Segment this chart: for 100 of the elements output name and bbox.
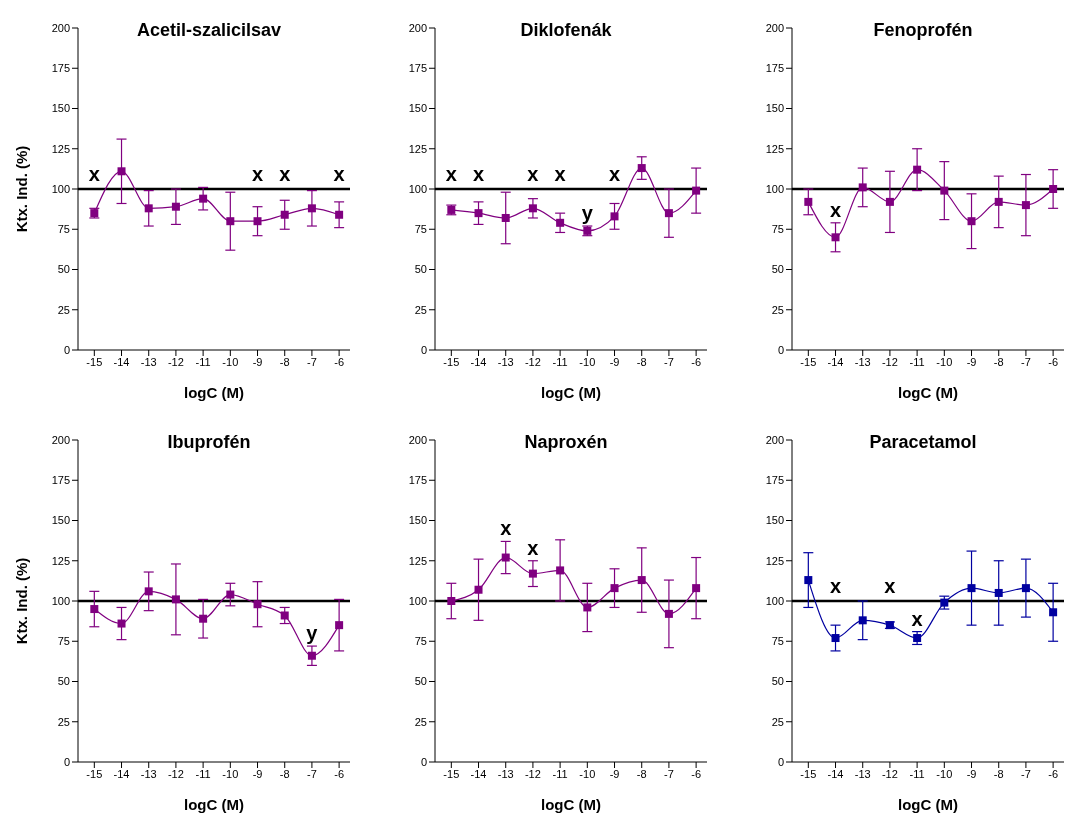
point	[199, 614, 208, 623]
point	[528, 204, 537, 213]
x-tick-label: -14	[113, 767, 130, 780]
x-tick-label: -14	[470, 767, 487, 780]
point	[1021, 201, 1030, 210]
data-label: x	[884, 575, 896, 597]
y-tick-label: 75	[414, 223, 427, 236]
x-tick-label: -7	[1021, 355, 1031, 368]
chart-title: Ibuprofén	[167, 432, 251, 452]
point	[804, 197, 813, 206]
point	[226, 590, 235, 599]
point	[199, 194, 208, 203]
point	[583, 603, 592, 612]
x-tick-label: -10	[222, 767, 239, 780]
x-axis-title: logC (M)	[541, 384, 601, 401]
point	[858, 616, 867, 625]
point	[913, 634, 922, 643]
x-tick-label: -9	[966, 355, 977, 368]
point	[692, 186, 701, 195]
x-tick-label: -10	[579, 355, 596, 368]
point	[556, 218, 565, 227]
x-tick-label: -7	[307, 355, 317, 368]
data-label: x	[88, 163, 100, 185]
y-tick-label: 50	[771, 263, 784, 276]
y-axis-title: Ktx. Ind. (%)	[13, 145, 31, 233]
x-tick-label: -13	[140, 767, 157, 780]
point	[501, 553, 510, 562]
x-tick-label: -12	[167, 355, 184, 368]
point	[253, 217, 262, 226]
point	[967, 584, 976, 593]
data-label: x	[279, 163, 291, 185]
point	[90, 605, 99, 614]
x-tick-label: -8	[636, 767, 647, 780]
y-tick-label: 100	[408, 182, 427, 195]
y-tick-label: 0	[777, 755, 784, 768]
x-tick-label: -9	[252, 355, 263, 368]
point	[280, 210, 289, 219]
y-tick-label: 175	[408, 62, 427, 75]
data-label: y	[581, 202, 594, 225]
y-tick-label: 50	[771, 675, 784, 688]
y-tick-label: 200	[765, 433, 784, 446]
point	[144, 204, 153, 213]
x-axis-title: logC (M)	[184, 384, 244, 401]
point	[253, 600, 262, 609]
x-axis-title: logC (M)	[898, 796, 958, 813]
x-tick-label: -6	[1048, 767, 1059, 780]
x-tick-label: -8	[279, 767, 290, 780]
y-tick-label: 25	[57, 303, 70, 316]
point	[117, 167, 126, 176]
y-tick-label: 150	[408, 102, 427, 115]
y-tick-label: 200	[51, 433, 70, 446]
x-tick-label: -12	[881, 355, 898, 368]
x-tick-label: -12	[524, 767, 541, 780]
x-tick-label: -15	[86, 767, 103, 780]
point	[994, 588, 1003, 597]
point	[117, 619, 126, 628]
point	[144, 587, 153, 596]
point	[610, 584, 619, 593]
point	[664, 609, 673, 618]
x-tick-label: -11	[909, 355, 925, 368]
y-tick-label: 25	[414, 715, 427, 728]
x-tick-label: -9	[609, 767, 620, 780]
x-tick-label: -11	[552, 355, 568, 368]
x-tick-label: -6	[334, 355, 345, 368]
x-tick-label: -12	[167, 767, 184, 780]
y-tick-label: 175	[51, 474, 70, 487]
data-label: x	[829, 198, 842, 221]
y-tick-label: 200	[51, 21, 70, 34]
y-tick-label: 200	[408, 21, 427, 34]
x-tick-label: -14	[470, 355, 487, 368]
y-tick-label: 150	[51, 102, 70, 115]
point	[858, 183, 867, 192]
x-tick-label: -15	[800, 767, 817, 780]
point	[335, 210, 344, 219]
x-tick-label: -10	[936, 767, 953, 780]
x-tick-label: -6	[691, 355, 702, 368]
chart-title: Paracetamol	[869, 432, 977, 452]
x-tick-label: -14	[827, 355, 844, 368]
x-tick-label: -8	[993, 355, 1004, 368]
y-tick-label: 150	[408, 514, 427, 527]
y-tick-label: 150	[765, 514, 784, 527]
point	[940, 186, 949, 195]
y-tick-label: 0	[777, 343, 784, 356]
x-tick-label: -6	[334, 767, 345, 780]
y-tick-label: 25	[414, 303, 427, 316]
y-tick-label: 125	[765, 554, 784, 567]
x-tick-label: -6	[691, 767, 702, 780]
point	[335, 621, 344, 630]
y-tick-label: 125	[408, 554, 427, 567]
y-tick-label: 175	[765, 474, 784, 487]
data-label: x	[333, 163, 345, 185]
y-tick-label: 0	[63, 755, 70, 768]
y-tick-label: 50	[57, 263, 70, 276]
point	[474, 585, 483, 594]
y-tick-label: 75	[57, 635, 70, 648]
x-tick-label: -9	[609, 355, 620, 368]
y-tick-label: 50	[57, 675, 70, 688]
chart-title: Naproxén	[524, 432, 608, 452]
point	[171, 202, 180, 211]
point	[447, 597, 456, 605]
